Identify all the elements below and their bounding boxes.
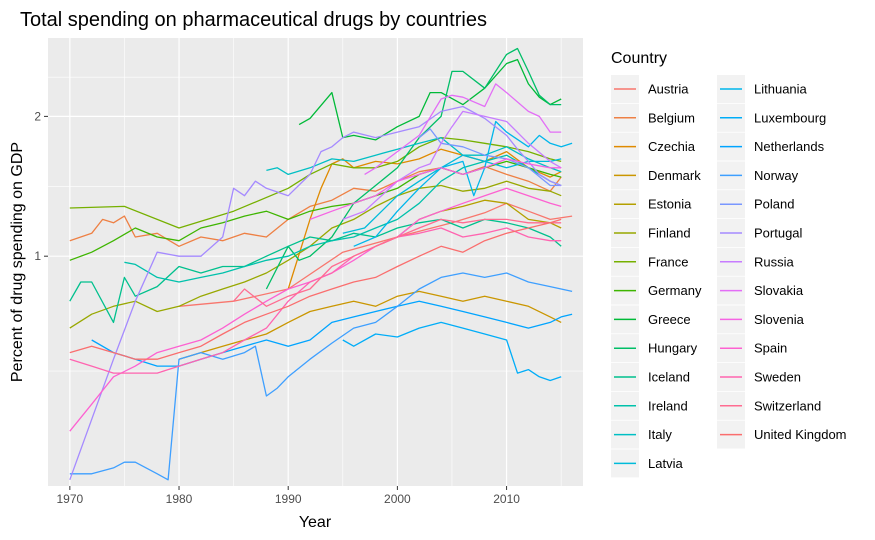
- series-layer: [69, 47, 573, 481]
- series-line-ireland: [124, 154, 562, 283]
- legend-label: Sweden: [754, 370, 801, 385]
- legend-item-finland: Finland: [611, 219, 691, 247]
- legend-item-denmark: Denmark: [611, 161, 701, 190]
- series-line-switzerland: [233, 218, 562, 307]
- legend-item-portugal: Portugal: [717, 219, 803, 247]
- series-line-greece: [298, 58, 562, 141]
- x-tick-label: 1970: [56, 492, 83, 506]
- series-line-portugal: [69, 105, 562, 481]
- legend-label: Slovenia: [754, 312, 805, 327]
- legend-item-hungary: Hungary: [611, 334, 698, 363]
- series-line-iceland: [69, 218, 562, 324]
- legend-label: Latvia: [648, 456, 683, 471]
- series-line-netherlands: [91, 300, 573, 367]
- legend-label: Norway: [754, 168, 799, 183]
- series-line-luxembourg: [342, 321, 562, 382]
- series-line-france: [69, 136, 562, 229]
- series-line-norway: [69, 272, 573, 481]
- legend-item-russia: Russia: [717, 247, 795, 276]
- panel-background: [48, 38, 583, 486]
- y-axis: 12: [34, 109, 48, 263]
- y-axis-title: Percent of drug spending on GDP: [9, 142, 26, 382]
- legend-item-slovenia: Slovenia: [717, 305, 805, 334]
- legend-item-sweden: Sweden: [717, 363, 801, 391]
- series-line-finland: [69, 180, 562, 329]
- legend-item-austria: Austria: [611, 75, 689, 103]
- legend-item-czechia: Czechia: [611, 132, 696, 161]
- legend-label: Greece: [648, 312, 691, 327]
- x-tick-label: 2000: [384, 492, 411, 506]
- legend-label: Finland: [648, 226, 691, 241]
- series-line-austria: [178, 202, 573, 307]
- legend-item-switzerland: Switzerland: [717, 391, 821, 420]
- legend-item-norway: Norway: [717, 161, 799, 190]
- legend-label: Russia: [754, 254, 795, 269]
- series-line-italy: [266, 136, 562, 176]
- x-axis-title: Year: [299, 514, 332, 531]
- legend-item-spain: Spain: [717, 334, 787, 363]
- legend-label: Portugal: [754, 226, 803, 241]
- legend-label: Austria: [648, 82, 689, 97]
- series-line-belgium: [69, 165, 562, 247]
- legend-label: Estonia: [648, 197, 692, 212]
- legend-item-germany: Germany: [611, 276, 702, 305]
- legend-label: Czechia: [648, 139, 696, 154]
- legend-item-ireland: Ireland: [611, 391, 688, 420]
- x-tick-label: 2010: [493, 492, 520, 506]
- legend-label: Denmark: [648, 168, 701, 183]
- legend-item-belgium: Belgium: [611, 103, 695, 132]
- legend-item-united-kingdom: United Kingdom: [717, 420, 847, 449]
- legend-label: France: [648, 254, 688, 269]
- legend-item-latvia: Latvia: [611, 449, 683, 478]
- legend-item-france: France: [611, 247, 688, 276]
- legend-label: Lithuania: [754, 82, 808, 97]
- legend-label: Slovakia: [754, 283, 804, 298]
- series-line-poland: [418, 128, 562, 187]
- legend-label: Italy: [648, 427, 672, 442]
- legend-item-lithuania: Lithuania: [717, 75, 808, 103]
- legend-item-netherlands: Netherlands: [717, 132, 825, 161]
- legend: Country Austria Belgium Czechia Denmark Esto…: [611, 50, 847, 478]
- y-tick-label: 2: [34, 109, 41, 123]
- legend-label: Hungary: [648, 341, 698, 356]
- legend-label: Ireland: [648, 398, 688, 413]
- legend-label: Belgium: [648, 110, 695, 125]
- x-tick-label: 1980: [166, 492, 193, 506]
- legend-label: United Kingdom: [754, 427, 847, 442]
- series-line-slovenia: [309, 158, 562, 221]
- plot-panel: [48, 38, 583, 486]
- legend-label: Iceland: [648, 370, 690, 385]
- series-line-united-kingdom: [69, 218, 562, 360]
- y-tick-label: 1: [34, 249, 41, 263]
- series-line-czechia: [287, 148, 562, 290]
- legend-label: Switzerland: [754, 398, 821, 413]
- series-line-slovakia: [364, 83, 562, 175]
- legend-label: Poland: [754, 197, 794, 212]
- legend-item-luxembourg: Luxembourg: [717, 103, 826, 132]
- legend-item-greece: Greece: [611, 305, 691, 334]
- legend-item-slovakia: Slovakia: [717, 276, 804, 305]
- series-line-latvia: [342, 154, 562, 234]
- legend-title: Country: [611, 50, 667, 67]
- legend-label: Luxembourg: [754, 110, 826, 125]
- chart-title: Total spending on pharmaceutical drugs b…: [20, 9, 487, 31]
- legend-label: Spain: [754, 341, 787, 356]
- legend-item-italy: Italy: [611, 420, 672, 449]
- legend-item-poland: Poland: [717, 190, 794, 219]
- series-line-hungary: [265, 47, 562, 290]
- legend-label: Germany: [648, 283, 702, 298]
- legend-item-iceland: Iceland: [611, 363, 690, 391]
- x-axis: 1970 1980 1990 2000 2010: [56, 486, 520, 506]
- x-tick-label: 1990: [275, 492, 302, 506]
- legend-label: Netherlands: [754, 139, 825, 154]
- legend-item-estonia: Estonia: [611, 190, 692, 219]
